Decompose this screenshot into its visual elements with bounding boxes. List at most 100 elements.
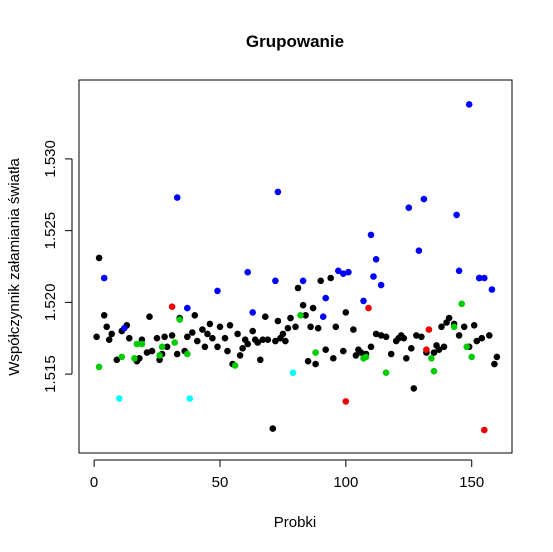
data-point (365, 304, 372, 312)
data-point (350, 326, 357, 333)
data-point (199, 326, 206, 333)
data-point (460, 323, 468, 331)
data-point (340, 347, 347, 355)
data-point (244, 268, 251, 276)
x-tick-label: 100 (333, 474, 358, 491)
data-point (184, 304, 191, 312)
data-point (342, 309, 350, 316)
x-axis-label: Probki (274, 514, 317, 531)
data-point (274, 317, 282, 325)
data-point (173, 350, 181, 358)
data-point (377, 332, 385, 339)
data-point (103, 323, 110, 331)
data-point (440, 343, 448, 351)
data-point (304, 357, 312, 365)
data-point (357, 349, 365, 356)
data-point (415, 247, 423, 254)
data-point (312, 360, 319, 368)
data-point (317, 277, 325, 285)
data-point (362, 353, 370, 361)
data-point (382, 369, 390, 377)
data-point (297, 312, 304, 319)
data-point (413, 332, 420, 339)
data-point (171, 339, 178, 346)
data-point (463, 343, 471, 351)
data-point (224, 347, 231, 355)
data-point (450, 323, 458, 331)
data-point (259, 336, 267, 344)
data-point (453, 211, 460, 219)
data-point (476, 274, 483, 282)
data-point (100, 274, 108, 282)
data-point (118, 353, 126, 361)
data-point (294, 284, 302, 292)
x-tick-label: 50 (212, 474, 229, 491)
data-point (168, 303, 176, 311)
data-point (143, 349, 151, 356)
y-axis-label: Współczynnik załamiania światła (6, 158, 23, 376)
data-point (156, 352, 163, 359)
data-point (221, 334, 229, 342)
data-point (445, 314, 453, 322)
data-point (161, 333, 168, 341)
data-point (342, 398, 350, 405)
data-point (473, 337, 481, 345)
data-point (367, 343, 375, 351)
data-point (226, 322, 234, 329)
data-point (405, 204, 413, 211)
data-point (319, 313, 327, 321)
data-point (481, 426, 488, 434)
data-point (299, 277, 307, 285)
data-point (478, 334, 486, 342)
data-point (189, 329, 196, 336)
data-point (231, 362, 239, 369)
plot-frame (78, 79, 513, 454)
y-tick-label: 1.515 (42, 355, 59, 393)
data-point (209, 334, 216, 342)
data-point (332, 323, 340, 331)
data-points (93, 101, 501, 434)
data-point (292, 323, 299, 331)
data-point (108, 330, 115, 338)
data-point (269, 425, 277, 432)
data-point (163, 343, 171, 351)
y-tick-label: 1.525 (42, 212, 59, 250)
data-point (470, 322, 478, 329)
data-point (168, 332, 176, 339)
data-point (95, 363, 103, 371)
data-point (322, 294, 330, 302)
data-point (264, 336, 272, 344)
data-point (173, 194, 181, 201)
data-point (121, 324, 128, 332)
x-tick-label: 150 (459, 474, 484, 491)
data-point (428, 355, 435, 362)
data-point (410, 385, 418, 392)
data-point (458, 300, 466, 308)
axes: 0 50 100 150 1.515 1.520 1.525 1.530 (42, 140, 484, 491)
data-point (113, 356, 121, 364)
data-point (438, 323, 445, 331)
y-tick-label: 1.520 (42, 284, 59, 322)
data-point (93, 333, 100, 341)
data-point (186, 395, 194, 402)
data-point (307, 323, 314, 331)
data-point (486, 332, 493, 339)
data-point (314, 324, 322, 332)
data-point (345, 268, 352, 276)
data-point (327, 274, 335, 282)
data-point (194, 337, 201, 345)
data-point (284, 324, 292, 332)
data-point (272, 277, 279, 285)
data-point (249, 309, 256, 316)
data-point (289, 369, 297, 377)
data-point (455, 332, 463, 339)
data-point (382, 333, 390, 341)
data-point (239, 345, 246, 352)
data-point (400, 334, 408, 342)
data-point (216, 323, 224, 331)
data-point (455, 267, 463, 275)
data-point (335, 267, 342, 275)
data-point (184, 333, 191, 341)
data-point (146, 313, 153, 321)
